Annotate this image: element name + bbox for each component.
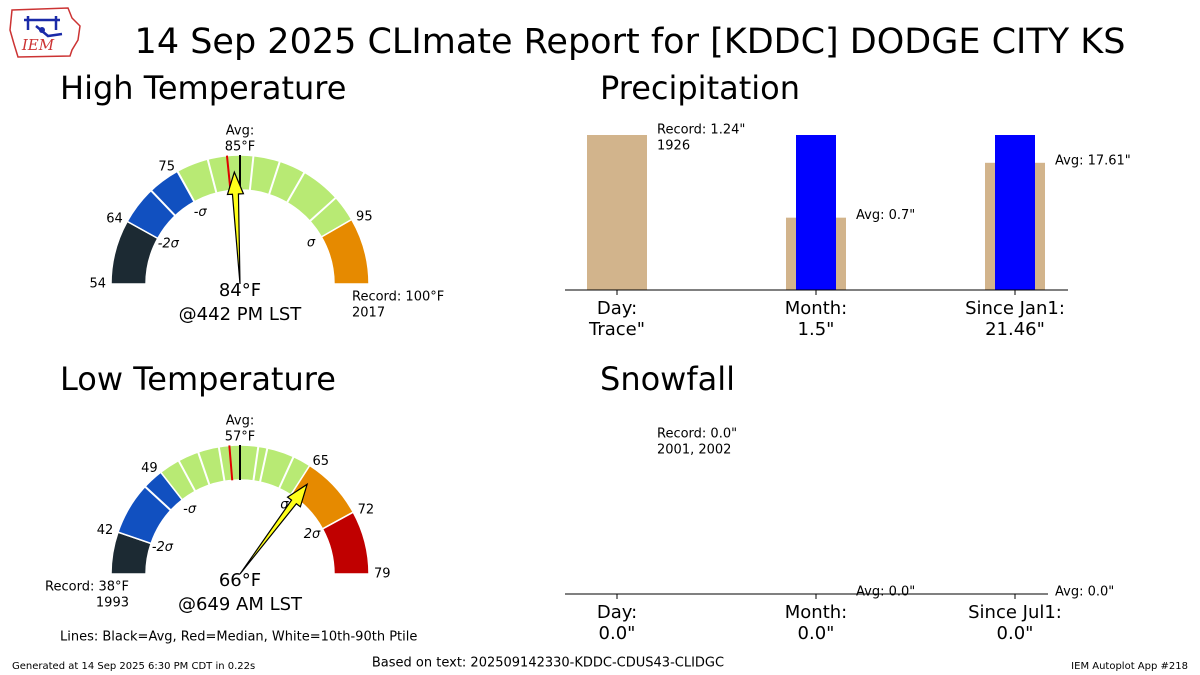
x-tick-label: Since Jan1: — [965, 298, 1065, 319]
x-tick-label: Month: — [785, 602, 847, 623]
gauge-band — [321, 511, 370, 575]
app-id: IEM Autoplot App #218 — [1071, 661, 1188, 672]
record-year: 1993 — [96, 596, 129, 611]
sigma-label: σ — [307, 236, 316, 251]
avg-text: Avg: — [226, 124, 254, 139]
source: Based on text: 202509142330-KDDC-CDUS43-… — [372, 656, 724, 671]
sigma-label: -2σ — [152, 540, 174, 555]
needle — [226, 170, 245, 285]
percentile-line — [197, 451, 211, 486]
comparison-label: Record: 0.0" — [657, 427, 737, 442]
record-label: Record: 38°F — [45, 580, 129, 595]
panel-title: Low Temperature — [60, 360, 336, 398]
avg-label: 57°F — [225, 430, 256, 445]
comparison-label: Avg: 17.61" — [1055, 153, 1131, 168]
percentile-line — [278, 456, 295, 489]
x-tick-label: Day: — [597, 298, 637, 319]
percentile-line — [248, 155, 255, 191]
sigma-label: 2σ — [304, 527, 321, 542]
comparison-note: 2001, 2002 — [657, 443, 731, 458]
panel-title: High Temperature — [60, 69, 346, 107]
generated: Generated at 14 Sep 2025 6:30 PM CDT in … — [12, 661, 255, 672]
comparison-note: 1926 — [657, 139, 690, 154]
value-label: 84°F — [219, 280, 261, 301]
gauge-tick-label: 72 — [358, 502, 375, 517]
line-legend: Lines: Black=Avg, Red=Median, White=10th… — [60, 630, 417, 645]
logo-text: IEM — [21, 36, 55, 54]
gauge-tick-label: 65 — [312, 454, 329, 469]
observed-label: 0.0" — [798, 623, 835, 644]
sigma-label: -σ — [183, 502, 197, 517]
gauge: 54 64 75 95 -2σ -σ σ Avg:85°F 84°F @442 PM LST Rec… — [89, 124, 444, 326]
avg-text: Avg: — [226, 414, 254, 429]
percentile-line — [268, 161, 281, 195]
comparison-label: Avg: 0.0" — [1055, 585, 1114, 600]
percentile-line — [252, 446, 260, 482]
observed-label: 21.46" — [985, 319, 1045, 340]
gauge-band — [320, 218, 370, 285]
panel-title: Snowfall — [600, 360, 735, 398]
percentile-line — [309, 196, 337, 222]
gauge-tick-label: 54 — [89, 277, 106, 292]
sigma-label: -σ — [194, 205, 208, 220]
bar-chart: Record: 1.24"1926 Day:Trace" Avg: 0.7" Mont… — [565, 123, 1131, 340]
gauge-tick-label: 79 — [374, 567, 391, 582]
percentile-line — [150, 189, 176, 217]
time-label: @442 PM LST — [179, 304, 303, 325]
bar — [587, 135, 647, 290]
sigma-label: -2σ — [158, 237, 180, 252]
main-title: 14 Sep 2025 CLImate Report for [KDDC] DO… — [135, 22, 1126, 62]
gauge-tick-label: 49 — [141, 461, 158, 476]
gauge-tick-label: 64 — [106, 211, 123, 226]
logo-dot — [39, 27, 45, 33]
logo-icon — [24, 16, 63, 38]
median-line — [228, 445, 234, 481]
record-label: Record: 100°F — [352, 290, 444, 305]
avg-label: 85°F — [225, 140, 256, 155]
needle — [239, 482, 309, 575]
panel-title: Precipitation — [600, 69, 800, 107]
percentile-line — [286, 171, 306, 204]
percentile-line — [259, 447, 269, 483]
gauge-tick-label: 95 — [356, 210, 373, 225]
bar — [995, 135, 1035, 290]
gauge-band — [176, 154, 353, 239]
logo: IEM — [9, 7, 81, 58]
observed-label: 0.0" — [599, 623, 636, 644]
percentile-line — [217, 446, 226, 482]
x-tick-label: Month: — [785, 298, 847, 319]
record-year: 2017 — [352, 306, 385, 321]
percentile-line — [177, 460, 197, 492]
value-label: 66°F — [219, 570, 261, 591]
observed-label: 0.0" — [997, 623, 1034, 644]
comparison-label: Avg: 0.0" — [856, 585, 915, 600]
comparison-label: Record: 1.24" — [657, 123, 745, 138]
percentile-line — [144, 485, 172, 512]
x-tick-label: Since Jul1: — [968, 602, 1062, 623]
percentile-line — [176, 170, 196, 203]
observed-label: 1.5" — [798, 319, 835, 340]
time-label: @649 AM LST — [178, 594, 303, 615]
gauge-tick-label: 75 — [158, 159, 175, 174]
gauge-tick-label: 42 — [97, 523, 114, 538]
x-tick-label: Day: — [597, 602, 637, 623]
percentile-line — [206, 158, 218, 194]
observed-label: Trace" — [588, 319, 645, 340]
comparison-label: Avg: 0.7" — [856, 208, 915, 223]
bar — [796, 135, 836, 290]
gauge: 42 49 65 72 79 -2σ -σ σ 2σ Avg:57°F 66°F @649 AM LS… — [45, 414, 391, 616]
sigma-label: σ — [280, 498, 289, 513]
